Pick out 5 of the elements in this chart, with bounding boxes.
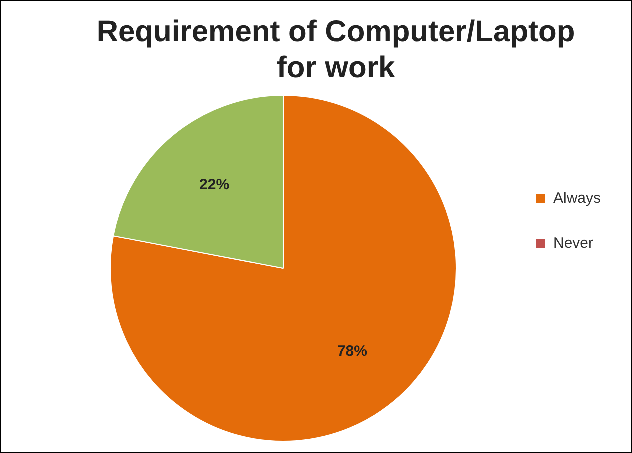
- chart-title: Requirement of Computer/Laptop for work: [96, 15, 576, 84]
- legend-label: Never: [553, 235, 594, 252]
- legend-label: Always: [553, 190, 602, 208]
- data-label: 22%: [200, 176, 230, 194]
- data-label: 78%: [337, 342, 368, 360]
